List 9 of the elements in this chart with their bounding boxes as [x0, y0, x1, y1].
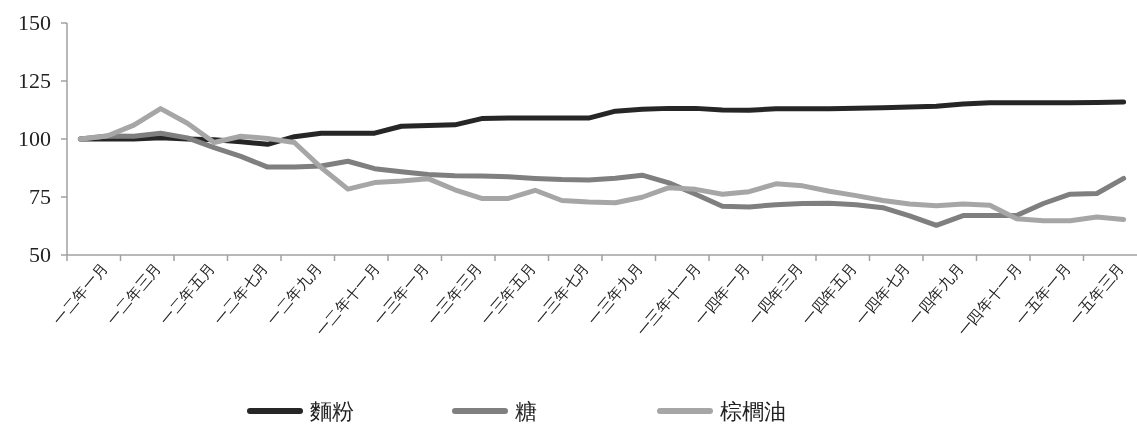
y-tick-label: 100 [18, 126, 51, 151]
legend-label: 麵粉 [310, 399, 354, 424]
y-tick-label: 50 [29, 242, 51, 267]
y-tick-label: 75 [29, 184, 51, 209]
x-tick-label: 一二年一月 [50, 259, 111, 328]
y-tick-label: 125 [18, 68, 51, 93]
legend-label: 棕櫚油 [720, 399, 786, 424]
legend-label: 糖 [515, 399, 537, 424]
y-tick-label: 150 [18, 10, 51, 35]
